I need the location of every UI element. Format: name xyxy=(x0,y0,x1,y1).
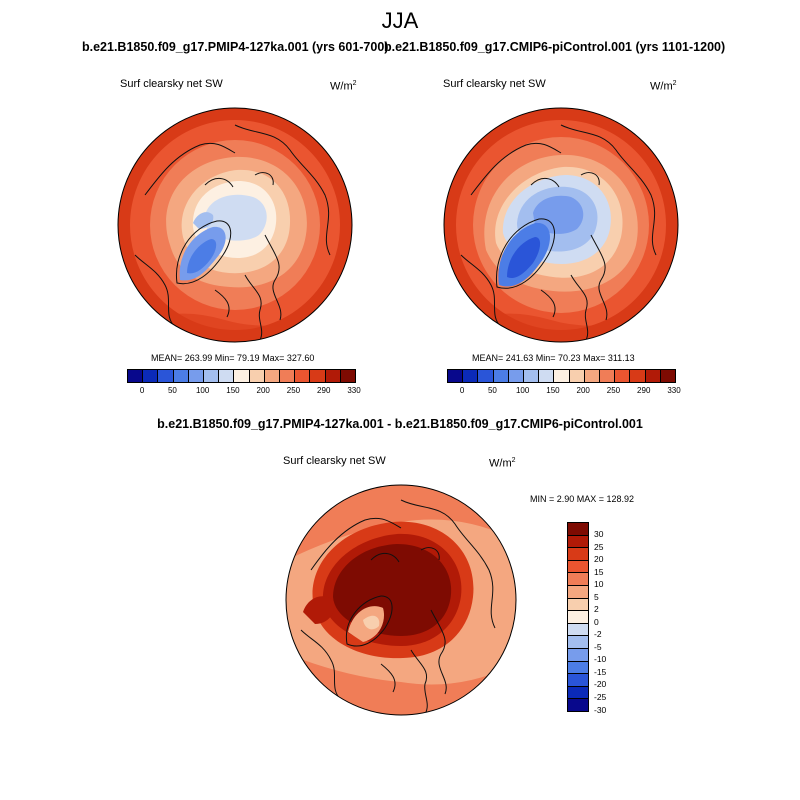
panel-2-colorbar-swatch xyxy=(523,370,539,382)
panel-2-colorbar-swatch xyxy=(583,370,600,382)
panel-2-colorbar-swatch xyxy=(568,370,584,382)
panel-1-colorbar-tick-label: 290 xyxy=(317,386,331,395)
difference-colorbar-labels: 30 25 20 15 10 5 2 0 -2 -5 -10 -15 -20 -25 -30 xyxy=(594,522,634,714)
difference-colorbar-swatch xyxy=(568,523,588,535)
panel-2-colorbar-swatch xyxy=(553,370,569,382)
panel-2-colorbar-swatch xyxy=(599,370,615,382)
difference-colorbar-tick-label: -5 xyxy=(594,641,602,652)
panel-1-colorbar-swatch xyxy=(142,370,158,382)
panel-2-colorbar-tick-label: 200 xyxy=(576,386,590,395)
panel-1-colorbar-tick-label: 330 xyxy=(347,386,361,395)
panel-2-colorbar-swatch xyxy=(659,370,676,382)
panel-2-colorbar-swatch xyxy=(492,370,508,382)
difference-colorbar-tick-label: 0 xyxy=(594,616,599,627)
panel-2-colorbar-swatch xyxy=(448,370,463,382)
difference-colorbar-tick-label: -10 xyxy=(594,654,607,665)
difference-title: b.e21.B1850.f09_g17.PMIP4-127ka.001 - b.… xyxy=(157,417,643,431)
panel-1-polar-map xyxy=(117,107,353,343)
difference-colorbar-swatch xyxy=(568,597,588,611)
difference-colorbar-swatch xyxy=(568,572,588,585)
difference-colorbar-tick-label: 30 xyxy=(594,529,604,540)
panel-1-colorbar-swatch xyxy=(309,370,325,382)
panel-2-title: b.e21.B1850.f09_g17.CMIP6-piControl.001 … xyxy=(384,40,726,54)
difference-stats: MIN = 2.90 MAX = 128.92 xyxy=(530,494,635,504)
difference-colorbar-swatch xyxy=(568,610,588,623)
panel-1-colorbar-swatch xyxy=(128,370,143,382)
panel-2-units: W/m2 xyxy=(650,80,677,93)
difference-polar-map xyxy=(285,484,517,716)
panel-2-colorbar-labels: 0 50 100 150 200 250 290 330 xyxy=(447,386,681,396)
panel-2-colorbar-tick-label: 100 xyxy=(515,386,530,395)
difference-colorbar-swatch xyxy=(568,685,588,699)
difference-colorbar-tick-label: 10 xyxy=(594,579,604,590)
panel-1-colorbar-swatch xyxy=(294,370,310,382)
difference-colorbar-tick-label: 2 xyxy=(594,604,599,615)
panel-2-colorbar-tick-label: 150 xyxy=(546,386,560,395)
difference-colorbar-tick-label: -15 xyxy=(594,666,607,677)
difference-colorbar-tick-label: -2 xyxy=(594,629,602,640)
panel-1-title: b.e21.B1850.f09_g17.PMIP4-127ka.001 (yrs… xyxy=(82,40,389,54)
season-title: JJA xyxy=(381,8,419,33)
panel-1-colorbar-tick-label: 100 xyxy=(195,386,210,395)
difference-colorbar-tick-label: -30 xyxy=(594,704,607,715)
difference-colorbar-tick-label: -25 xyxy=(594,691,607,702)
panel-1-colorbar-swatch xyxy=(218,370,234,382)
panel-1-colorbar-tick-label: 150 xyxy=(226,386,240,395)
panel-2-colorbar-tick-label: 250 xyxy=(606,386,621,395)
panel-1-variable-label: Surf clearsky net SW xyxy=(120,78,223,90)
difference-colorbar-swatch xyxy=(568,660,588,674)
difference-colorbar-swatch xyxy=(568,647,588,661)
panel-2-polar-map xyxy=(443,107,679,343)
difference-colorbar-tick-label: 25 xyxy=(594,541,604,552)
panel-2-colorbar-tick-label: 0 xyxy=(459,386,465,395)
difference-colorbar-tick-label: 15 xyxy=(594,566,604,577)
panel-1-colorbar-swatch xyxy=(279,370,295,382)
panel-2-colorbar-swatch xyxy=(538,370,554,382)
panel-1-colorbar-swatch xyxy=(339,370,356,382)
panel-2-colorbar-tick-label: 290 xyxy=(637,386,651,395)
panel-1-colorbar-tick-label: 200 xyxy=(256,386,270,395)
difference-colorbar-swatch xyxy=(568,534,588,548)
panel-1-colorbar-swatch xyxy=(187,370,204,382)
difference-colorbar-swatch xyxy=(568,698,588,711)
panel-1-colorbar-swatch xyxy=(233,370,249,382)
panel-1-colorbar-swatch xyxy=(172,370,188,382)
panel-1-colorbar-swatch xyxy=(157,370,173,382)
panel-1-colorbar-swatch xyxy=(263,370,280,382)
difference-colorbar-swatch xyxy=(568,635,588,648)
difference-colorbar-swatch xyxy=(568,559,588,573)
panel-2-colorbar xyxy=(447,369,676,383)
panel-2-colorbar-swatch xyxy=(507,370,524,382)
difference-colorbar-tick-label: 20 xyxy=(594,554,604,565)
panel-1-colorbar-swatch xyxy=(203,370,219,382)
difference-variable-label: Surf clearsky net SW xyxy=(283,455,386,467)
panel-1-colorbar-tick-label: 50 xyxy=(167,386,177,395)
panel-1-units: W/m2 xyxy=(330,80,357,93)
difference-colorbar-swatch xyxy=(568,622,588,636)
panel-2-colorbar-swatch xyxy=(477,370,493,382)
difference-colorbar-swatch xyxy=(568,584,588,598)
difference-colorbar-tick-label: 5 xyxy=(594,591,599,602)
difference-colorbar-swatch xyxy=(568,547,588,560)
panel-1-colorbar-swatch xyxy=(324,370,340,382)
panel-1-stats: MEAN= 263.99 Min= 79.19 Max= 327.60 xyxy=(151,353,315,363)
panel-2-colorbar-swatch xyxy=(614,370,630,382)
difference-colorbar-tick-label: -20 xyxy=(594,679,607,690)
panel-2-colorbar-swatch xyxy=(629,370,645,382)
difference-units: W/m2 xyxy=(489,457,516,470)
panel-2-colorbar-tick-label: 330 xyxy=(667,386,681,395)
panel-2-colorbar-tick-label: 50 xyxy=(487,386,497,395)
panel-1-colorbar-swatch xyxy=(248,370,264,382)
difference-colorbar xyxy=(567,522,589,712)
panel-2-colorbar-swatch xyxy=(462,370,478,382)
panel-1-colorbar xyxy=(127,369,356,383)
panel-2-colorbar-swatch xyxy=(644,370,660,382)
panel-1-colorbar-labels: 0 50 100 150 200 250 290 330 xyxy=(127,386,361,396)
panel-1-colorbar-tick-label: 0 xyxy=(139,386,145,395)
panel-2-stats: MEAN= 241.63 Min= 70.23 Max= 311.13 xyxy=(472,353,635,363)
panel-2-variable-label: Surf clearsky net SW xyxy=(443,78,546,90)
difference-colorbar-swatch xyxy=(568,673,588,686)
panel-1-colorbar-tick-label: 250 xyxy=(286,386,301,395)
